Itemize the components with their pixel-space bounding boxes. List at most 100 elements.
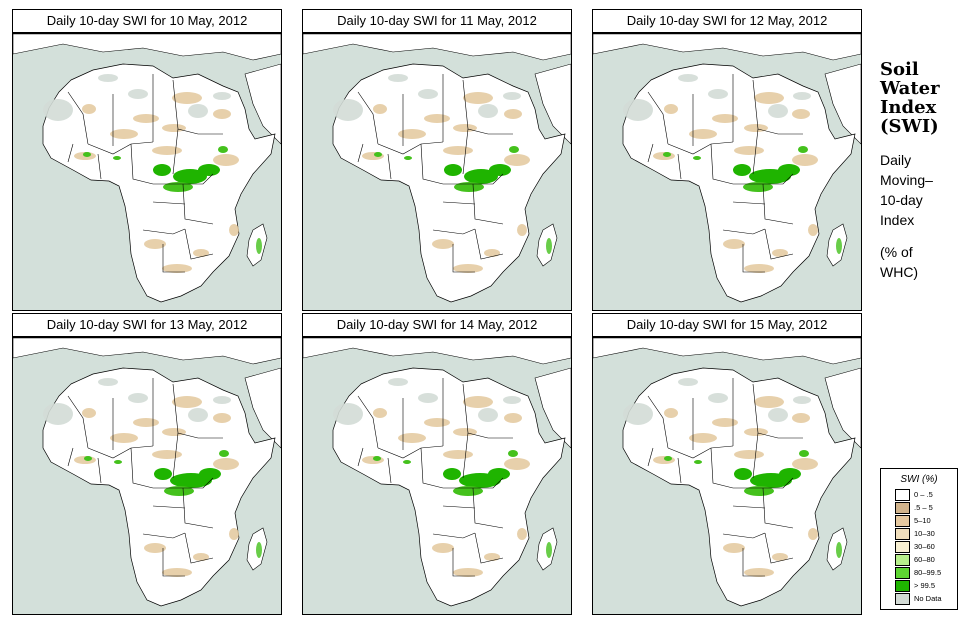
legend-swatch xyxy=(895,567,910,579)
dry-soil-area xyxy=(172,92,202,104)
dry-soil-area xyxy=(744,568,774,577)
wet-soil-area xyxy=(454,182,484,192)
country-border xyxy=(357,395,379,449)
country-border xyxy=(667,445,734,459)
dry-soil-area xyxy=(424,418,450,427)
panel-title: Daily 10-day SWI for 13 May, 2012 xyxy=(12,313,282,337)
legend-swatch xyxy=(895,502,910,514)
legend-title: SWI (%) xyxy=(900,474,938,485)
no-data-area xyxy=(128,89,148,99)
africa-landmass xyxy=(622,63,856,303)
country-border xyxy=(762,183,794,225)
country-border xyxy=(153,173,214,185)
country-border xyxy=(722,228,766,235)
country-border xyxy=(667,141,734,155)
swi-legend: SWI (%) 0 – .5 .5 – 5 5–10 10–30 30–60 6… xyxy=(880,468,958,610)
legend-swatch xyxy=(895,554,910,566)
dry-soil-area xyxy=(398,433,426,443)
dry-soil-area xyxy=(484,553,500,561)
panel-title: Daily 10-day SWI for 10 May, 2012 xyxy=(12,9,282,33)
no-data-area xyxy=(678,378,698,386)
legend-item: 60–80 xyxy=(895,554,955,566)
dry-soil-area xyxy=(373,408,387,418)
dry-soil-area xyxy=(463,396,493,408)
wet-soil-area xyxy=(218,146,228,153)
country-border xyxy=(97,153,102,180)
dry-soil-area xyxy=(792,109,810,119)
africa-swi-map xyxy=(592,337,862,615)
country-border xyxy=(357,91,379,145)
country-border xyxy=(182,487,214,529)
wet-soil-area xyxy=(256,542,262,558)
dry-soil-area xyxy=(689,129,717,139)
dry-soil-area xyxy=(723,543,745,553)
wet-soil-area xyxy=(798,146,808,153)
index-unit: (% of WHC) xyxy=(880,244,919,280)
no-data-area xyxy=(768,408,788,422)
country-border xyxy=(742,548,765,577)
country-border xyxy=(732,505,766,509)
legend-item: 30–60 xyxy=(895,541,955,553)
country-border xyxy=(162,548,185,577)
dry-soil-area xyxy=(744,264,774,273)
country-border xyxy=(442,201,476,205)
wet-soil-area xyxy=(154,468,172,480)
country-border xyxy=(764,532,794,564)
panel-title: Daily 10-day SWI for 11 May, 2012 xyxy=(302,9,572,33)
no-data-area xyxy=(623,403,653,425)
legend-item: 5–10 xyxy=(895,515,955,527)
panel-title: Daily 10-day SWI for 12 May, 2012 xyxy=(592,9,862,33)
country-border xyxy=(443,477,504,489)
dry-soil-area xyxy=(463,92,493,104)
country-border xyxy=(387,153,392,180)
wet-soil-area xyxy=(836,238,842,254)
dry-soil-area xyxy=(484,249,500,257)
dry-soil-area xyxy=(453,264,483,273)
wet-soil-area xyxy=(744,486,774,496)
wet-soil-area xyxy=(114,460,122,464)
dry-soil-area xyxy=(517,224,527,236)
country-border xyxy=(130,447,154,489)
wet-soil-area xyxy=(199,468,221,480)
dry-soil-area xyxy=(734,450,764,459)
wet-soil-area xyxy=(799,450,809,457)
map-canvas xyxy=(13,338,281,614)
no-data-area xyxy=(478,104,498,118)
legend-item: 0 – .5 xyxy=(895,489,955,501)
wet-soil-area xyxy=(509,146,519,153)
dry-soil-area xyxy=(193,249,209,257)
no-data-area xyxy=(333,403,363,425)
wet-soil-area xyxy=(693,156,701,160)
dry-soil-area xyxy=(152,146,182,155)
dry-soil-area xyxy=(152,450,182,459)
dry-soil-area xyxy=(82,408,96,418)
wet-soil-area xyxy=(403,460,411,464)
legend-item: No Data xyxy=(895,593,955,605)
country-border xyxy=(130,143,154,185)
panel-title: Daily 10-day SWI for 15 May, 2012 xyxy=(592,313,862,337)
wet-soil-area xyxy=(694,460,702,464)
country-border xyxy=(420,447,444,489)
country-border xyxy=(152,201,186,205)
dry-soil-area xyxy=(653,456,675,464)
legend-item: .5 – 5 xyxy=(895,502,955,514)
country-border xyxy=(647,143,654,163)
country-border xyxy=(647,91,669,145)
dry-soil-area xyxy=(229,224,239,236)
no-data-area xyxy=(708,89,728,99)
dry-soil-area xyxy=(734,146,764,155)
dry-soil-area xyxy=(664,104,678,114)
country-border xyxy=(472,487,504,529)
dry-soil-area xyxy=(213,413,231,423)
index-title: Soil Water Index (SWI) xyxy=(880,59,940,137)
country-border xyxy=(67,395,89,449)
country-border xyxy=(710,447,734,489)
country-border xyxy=(172,128,179,175)
europe-landmass xyxy=(593,338,861,365)
map-canvas xyxy=(303,34,571,310)
panel-title: Daily 10-day SWI for 14 May, 2012 xyxy=(302,313,572,337)
dry-soil-area xyxy=(808,224,818,236)
country-border xyxy=(432,228,476,235)
no-data-area xyxy=(503,396,521,404)
africa-landmass xyxy=(332,63,566,303)
